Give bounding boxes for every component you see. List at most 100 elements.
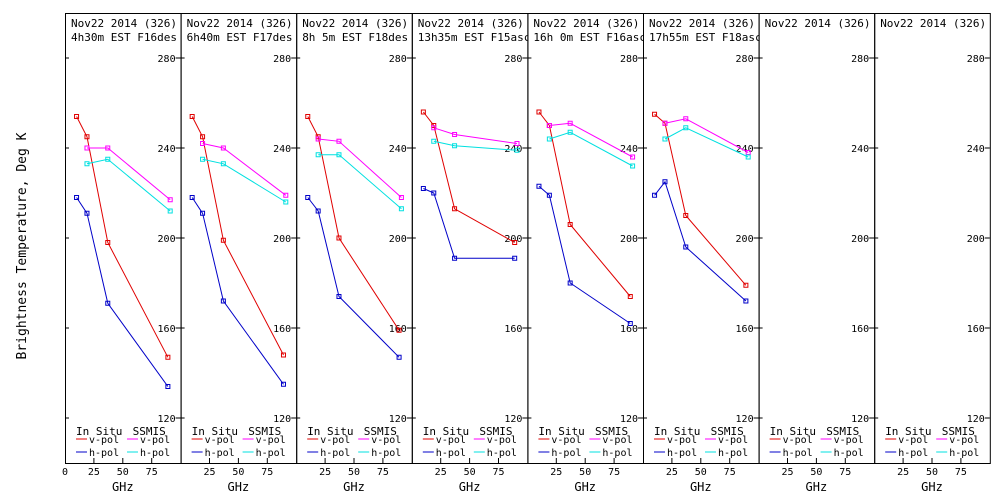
legend-ssmis-h-pol-label: h-pol — [256, 448, 286, 459]
legend-ssmis-v-pol-label: v-pol — [718, 435, 748, 446]
panel-4: Nov22 2014 (326)13h35m EST F15asc 280 240 2… — [411, 13, 531, 494]
data-point-ssmis-h-pol — [283, 199, 289, 205]
y-tick-label: 120 — [273, 414, 291, 425]
legend-insitu-heading: In Situ — [76, 425, 122, 438]
legend-insitu-heading: In Situ — [538, 425, 584, 438]
panel-title-date: Nov22 2014 (326) — [187, 17, 293, 30]
legend-insitu-h-pol-label: h-pol — [667, 448, 697, 459]
panel-7: Nov22 2014 (326) 280 240 200 160 120 25 50 75 GHz… — [758, 13, 876, 494]
legend-ssmis-v-pol-label: v-pol — [256, 435, 286, 446]
data-point-in-situ-v-pol — [627, 294, 633, 299]
y-tick-label: 120 — [620, 414, 638, 425]
panel-2: Nov22 2014 (326)6h40m EST F17des 280 240 20… — [180, 13, 298, 494]
data-point-ssmis-h-pol — [662, 136, 668, 142]
data-point-in-situ-h-pol — [536, 183, 542, 189]
data-point-ssmis-v-pol — [662, 120, 668, 126]
y-tick-label: 160 — [273, 324, 291, 335]
y-tick-label: 240 — [967, 144, 985, 155]
y-tick-label: 240 — [273, 144, 291, 155]
x-tick-label: 75 — [724, 467, 736, 478]
legend-insitu-h-pol-label: h-pol — [320, 448, 350, 459]
legend-insitu-h-pol-label: h-pol — [783, 448, 813, 459]
data-point-ssmis-v-pol — [398, 195, 404, 200]
series-line-ssmis-v-pol — [664, 118, 749, 153]
legend-ssmis-v-pol-label: v-pol — [602, 435, 632, 446]
data-point-ssmis-h-pol — [220, 161, 226, 167]
y-tick-label: 200 — [620, 234, 638, 245]
x-axis-label: GHz — [574, 480, 596, 494]
legend-insitu-heading: In Situ — [423, 425, 469, 438]
data-point-ssmis-h-pol — [546, 136, 552, 142]
y-tick-label: 280 — [967, 54, 985, 65]
data-point-ssmis-v-pol — [283, 192, 289, 198]
series-line-in-situ-h-pol — [76, 197, 169, 387]
data-point-in-situ-v-pol — [567, 222, 573, 227]
data-point-in-situ-v-pol — [74, 114, 80, 119]
series-line-ssmis-v-pol — [87, 147, 171, 201]
x-tick-label: 50 — [926, 467, 938, 478]
x-axis-label: GHz — [459, 480, 481, 494]
data-point-in-situ-h-pol — [431, 190, 437, 196]
data-point-in-situ-v-pol — [652, 111, 658, 117]
data-point-in-situ-h-pol — [396, 354, 402, 360]
data-point-ssmis-v-pol — [220, 145, 226, 151]
legend-insitu-v-pol-label: v-pol — [667, 435, 697, 446]
x-tick-label: 75 — [492, 467, 504, 478]
x-tick-label: 50 — [464, 467, 476, 478]
data-point-in-situ-h-pol — [336, 294, 342, 299]
data-point-ssmis-v-pol — [630, 154, 636, 160]
panel-title-time: 13h35m EST F15asc — [418, 31, 531, 44]
data-point-in-situ-h-pol — [200, 210, 206, 216]
x-tick-label: 25 — [319, 467, 331, 478]
panel-title-date: Nov22 2014 (326) — [765, 17, 871, 30]
panel-title-time: 6h40m EST F17des — [187, 31, 293, 44]
data-point-in-situ-v-pol — [84, 134, 90, 140]
series-line-ssmis-v-pol — [549, 122, 633, 158]
x-tick-label: 25 — [88, 467, 100, 478]
data-point-in-situ-v-pol — [336, 235, 342, 241]
data-point-ssmis-v-pol — [315, 136, 321, 142]
legend-ssmis-h-pol-label: h-pol — [949, 448, 979, 459]
y-tick-label: 280 — [158, 54, 176, 65]
data-point-ssmis-h-pol — [452, 143, 458, 149]
y-tick-label: 120 — [158, 414, 176, 425]
data-point-ssmis-v-pol — [431, 125, 437, 131]
data-point-ssmis-h-pol — [336, 152, 342, 158]
legend-insitu-v-pol-label: v-pol — [551, 435, 581, 446]
y-tick-label: 280 — [504, 54, 522, 65]
data-point-ssmis-h-pol — [431, 138, 437, 144]
y-tick-label: 120 — [851, 414, 869, 425]
legend-ssmis-heading: SSMIS — [479, 425, 512, 438]
y-tick-label: 200 — [967, 234, 985, 245]
data-point-ssmis-h-pol — [84, 161, 90, 167]
data-point-ssmis-h-pol — [315, 152, 321, 158]
series-line-ssmis-h-pol — [549, 131, 633, 167]
data-point-in-situ-h-pol — [546, 192, 552, 198]
y-tick-label: 240 — [851, 144, 869, 155]
y-tick-label: 200 — [158, 234, 176, 245]
panel-title-date: Nov22 2014 (326) — [649, 17, 755, 30]
panel-title-date: Nov22 2014 (326) — [533, 17, 639, 30]
legend-ssmis-v-pol-label: v-pol — [371, 435, 401, 446]
panel-title: Nov22 2014 (326) — [765, 17, 871, 30]
panel-title: Nov22 2014 (326)4h30m EST F16des — [71, 17, 177, 44]
legend-ssmis-heading: SSMIS — [826, 425, 859, 438]
panel-1: Nov22 2014 (326)4h30m EST F16des 280 240 20… — [62, 13, 182, 494]
x-tick-label: 75 — [608, 467, 620, 478]
y-tick-label: 160 — [504, 324, 522, 335]
data-point-in-situ-h-pol — [305, 195, 311, 200]
y-tick-label: 160 — [851, 324, 869, 335]
panel-title-date: Nov22 2014 (326) — [880, 17, 986, 30]
x-tick-label: 75 — [261, 467, 273, 478]
legend-ssmis-heading: SSMIS — [942, 425, 975, 438]
x-tick-label: 75 — [377, 467, 389, 478]
y-tick-label: 200 — [736, 234, 754, 245]
x-axis-label: GHz — [112, 480, 134, 494]
y-tick-label: 200 — [504, 234, 522, 245]
panel-title: Nov22 2014 (326)13h35m EST F15asc — [418, 17, 531, 44]
data-point-ssmis-v-pol — [200, 141, 206, 146]
